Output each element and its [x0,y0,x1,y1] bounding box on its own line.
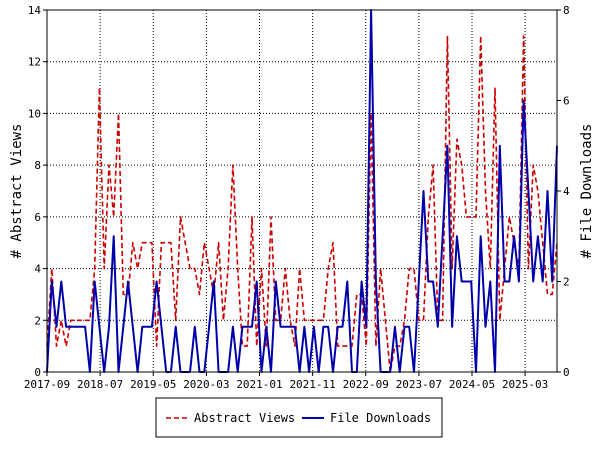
y-tick-label-right: 8 [563,4,570,17]
y-tick-label-left: 14 [28,4,42,17]
x-tick-label: 2025-03 [502,378,548,391]
y-tick-label-left: 2 [34,314,41,327]
y-tick-label-right: 2 [563,276,570,289]
y-axis-title-right: # File Downloads [579,124,595,259]
x-tick-label: 2017-09 [24,378,70,391]
series-layer [46,9,558,373]
x-tick-label: 2022-09 [343,378,389,391]
y-tick-label-left: 8 [34,159,41,172]
y-tick-label-left: 12 [28,56,41,69]
series-line-abstract-views [46,35,558,373]
series-line-file-downloads [46,9,558,373]
x-tick-label: 2018-07 [77,378,123,391]
y-axis-title-left: # Abstract Views [9,124,25,259]
x-tick-label: 2024-05 [449,378,495,391]
y-tick-label-left: 4 [34,263,41,276]
x-tick-label: 2023-07 [396,378,442,391]
legend-box [155,397,443,438]
y-tick-label-left: 6 [34,211,41,224]
x-tick-label: 2021-01 [236,378,282,391]
legend-label-file-downloads: File Downloads [330,411,431,425]
legend: Abstract Views File Downloads [155,397,443,438]
x-tick-label: 2021-11 [289,378,335,391]
x-tick-label: 2020-03 [183,378,229,391]
y-tick-label-left: 10 [28,107,41,120]
y-tick-label-left: 0 [34,366,41,379]
x-tick-label: 2019-05 [130,378,176,391]
legend-label-abstract-views: Abstract Views [194,411,295,425]
y-tick-label-right: 0 [563,366,570,379]
y-tick-label-right: 4 [563,185,570,198]
y-tick-label-right: 6 [563,95,570,108]
axis-ticks: 0 2 4 6 8 10 12 14 0 2 4 6 8 2017-09 2018-07 2019-05 202… [24,4,570,391]
